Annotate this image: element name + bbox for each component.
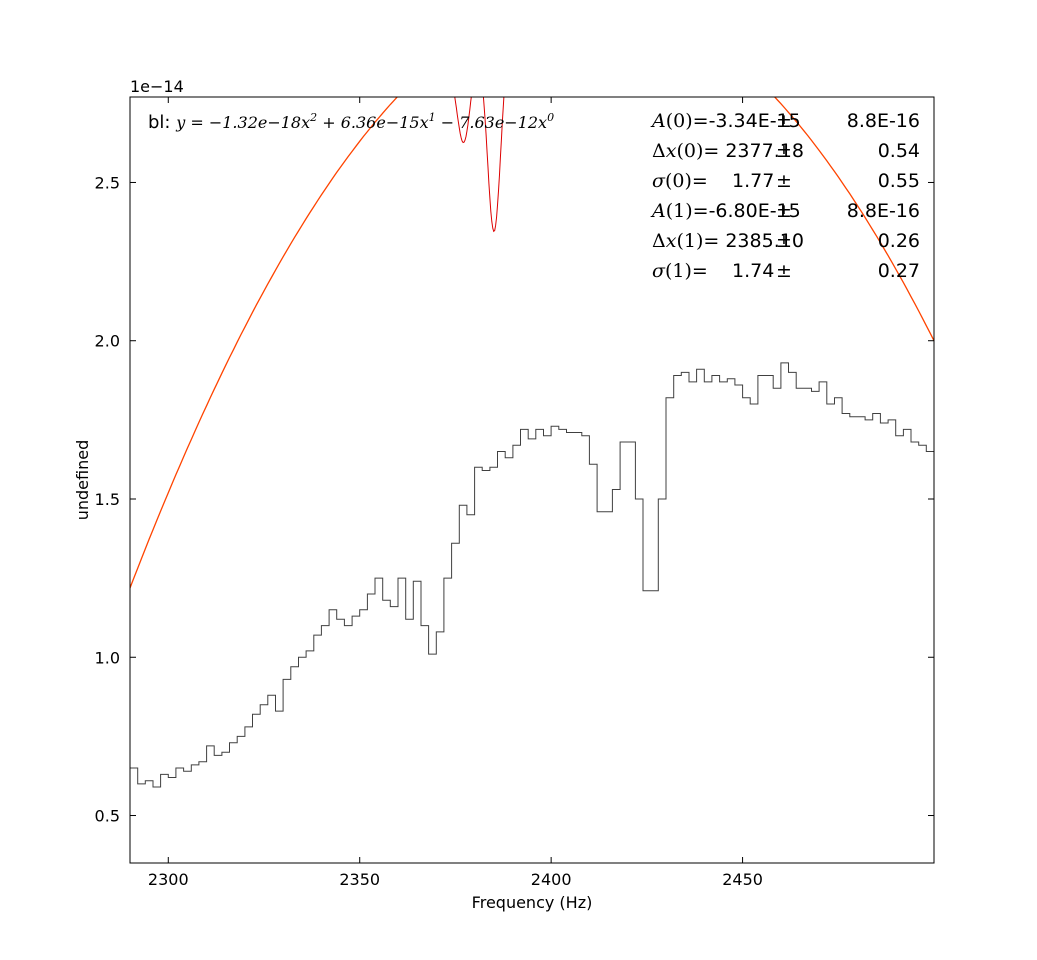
equation-term: + 6.36e−15 [317, 113, 419, 132]
offset-label: 1e−14 [130, 77, 184, 96]
fit-param-pm: ± [776, 140, 792, 162]
y-tick-label: 2.5 [95, 173, 120, 192]
x-axis-label: Frequency (Hz) [472, 893, 593, 912]
fit-param-label: σ(0)= 1.77 [652, 170, 774, 192]
fit-param-value: = 2377.18 [703, 140, 804, 162]
fit-param-error: 0.54 [878, 140, 920, 162]
equation-term: 0 [547, 111, 554, 124]
data-step-series [130, 362, 934, 788]
fit-param-name: x [666, 230, 677, 252]
equation-term: 1 [429, 111, 436, 124]
fit-param-error: 0.27 [878, 260, 920, 282]
fit-param-index: (1) [676, 230, 703, 252]
fit-param-value: = 1.74 [692, 260, 774, 282]
x-axis-ticks: 2300 2350 2400 2450 [148, 97, 763, 889]
axes-frame [129, 96, 935, 864]
equation-term: x [538, 113, 547, 132]
x-tick-label: 2450 [722, 870, 763, 889]
baseline-prefix: bl: [148, 112, 176, 133]
fit-param-value: =-3.34E-15 [693, 110, 801, 132]
plot-area [130, 97, 934, 788]
equation-term: x [420, 113, 429, 132]
fit-param-index: (1) [665, 260, 692, 282]
fit-param-index: (1) [666, 200, 693, 222]
fit-param-index: (0) [676, 140, 703, 162]
y-tick-label: 1.5 [95, 490, 120, 509]
x-tick-label: 2300 [148, 870, 189, 889]
fit-param-value: = 2385.10 [703, 230, 804, 252]
fit-param-label: σ(1)= 1.74 [652, 260, 774, 282]
y-axis-ticks: 0.5 1.0 1.5 2.0 2.5 [95, 173, 934, 826]
fit-param-label: A(1)=-6.80E-15 [650, 200, 801, 222]
fit-param-label: Δx(0)= 2377.18 [652, 140, 804, 162]
x-tick-label: 2350 [339, 870, 380, 889]
fit-param-index: (0) [666, 110, 693, 132]
fit-param-pm: ± [776, 110, 792, 132]
fit-param-pm: ± [776, 230, 792, 252]
equation-term: x [301, 113, 310, 132]
equation-term: 2 [309, 111, 317, 124]
fit-param-error: 0.55 [878, 170, 920, 192]
baseline-equation: bl: y = −1.32e−18x2 + 6.36e−15x1 − 7.63e… [148, 111, 554, 133]
fit-param-error: 8.8E-16 [847, 110, 920, 132]
fit-param-index: (0) [665, 170, 692, 192]
fit-param-symbol: Δ [652, 230, 666, 252]
fit-param-name: x [666, 140, 677, 162]
fit-param-name: σ [652, 170, 666, 192]
fit-param-pm: ± [776, 260, 792, 282]
baseline-equation-body: y = −1.32e−18x2 + 6.36e−15x1 − 7.63e−12x… [175, 111, 554, 132]
fit-param-name: A [650, 110, 666, 132]
y-tick-label: 0.5 [95, 807, 120, 826]
fit-param-symbol: Δ [652, 140, 666, 162]
y-tick-label: 1.0 [95, 648, 120, 667]
fit-param-error: 0.26 [878, 230, 920, 252]
equation-term: y [175, 113, 186, 132]
equation-term: − 7.63e−12 [436, 113, 538, 132]
fit-param-value: =-6.80E-15 [693, 200, 801, 222]
fit-param-value: = 1.77 [692, 170, 774, 192]
fit-param-name: A [650, 200, 666, 222]
fit-param-error: 8.8E-16 [847, 200, 920, 222]
fit-param-name: σ [652, 260, 666, 282]
fit-param-label: Δx(1)= 2385.10 [652, 230, 804, 252]
fit-param-label: A(0)=-3.34E-15 [650, 110, 801, 132]
y-axis-label: undefined [73, 440, 92, 521]
baseline-curve [130, 97, 934, 589]
fit-param-pm: ± [776, 200, 792, 222]
x-tick-label: 2400 [531, 870, 572, 889]
equation-term: = −1.32e−18 [185, 113, 301, 132]
y-tick-label: 2.0 [95, 332, 120, 351]
fit-param-pm: ± [776, 170, 792, 192]
